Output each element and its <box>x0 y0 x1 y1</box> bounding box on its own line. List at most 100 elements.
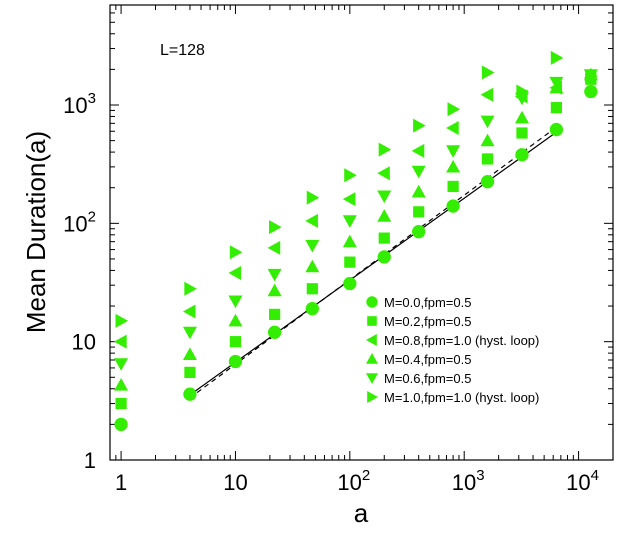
legend-entry: M=0.6,fpm=0.5 <box>366 371 471 386</box>
data-point <box>344 168 357 183</box>
data-point <box>344 256 356 268</box>
data-point <box>480 115 495 129</box>
data-point <box>481 153 494 165</box>
y-axis-title: Mean Duration(a) <box>21 131 51 333</box>
data-point <box>306 190 320 205</box>
data-point <box>446 199 460 213</box>
data-point <box>550 102 563 114</box>
series-triangle-left <box>114 70 597 349</box>
legend: M=0.0,fpm=0.5 M=0.2,fpm=0.5 M=0.8,fpm=1.0 … <box>366 295 539 405</box>
data-point <box>413 206 425 218</box>
data-point <box>229 245 243 260</box>
data-point <box>343 276 357 291</box>
data-point <box>514 110 529 124</box>
x-tick-label: 10 <box>223 470 247 495</box>
legend-entry: M=1.0,fpm=1.0 (hyst. loop) <box>367 390 539 405</box>
series-triangle-up <box>114 67 598 391</box>
data-point <box>549 76 564 90</box>
data-point <box>305 213 318 228</box>
y-tick-label: 102 <box>63 208 96 236</box>
data-point <box>549 122 564 137</box>
data-point <box>481 65 495 80</box>
data-point <box>447 102 461 117</box>
legend-entry: M=0.2,fpm=0.5 <box>367 314 471 329</box>
data-point <box>228 266 242 281</box>
data-point <box>446 145 461 158</box>
data-point <box>378 142 392 157</box>
data-point <box>377 190 392 204</box>
data-point <box>269 308 281 320</box>
y-tick-label: 10 <box>72 330 96 355</box>
series-square <box>115 73 597 410</box>
data-point <box>516 127 528 139</box>
data-point <box>182 304 196 319</box>
data-point <box>267 325 282 339</box>
legend-label: M=0.0,fpm=0.5 <box>384 295 471 310</box>
data-point <box>377 209 392 222</box>
data-point <box>377 166 390 181</box>
data-point <box>412 225 426 239</box>
data-point <box>516 84 529 99</box>
data-point <box>342 215 357 228</box>
data-point <box>342 234 357 248</box>
legend-marker <box>366 353 378 364</box>
data-point <box>446 120 459 135</box>
data-point <box>480 87 494 102</box>
data-point <box>114 417 128 432</box>
data-points <box>114 50 598 432</box>
data-point <box>269 220 282 235</box>
data-point <box>306 283 318 295</box>
legend-marker <box>366 373 378 384</box>
fit-lines <box>189 126 557 399</box>
data-point <box>585 69 598 84</box>
series-circle <box>114 84 598 432</box>
data-point <box>114 378 129 391</box>
x-tick-label: 102 <box>337 467 370 495</box>
data-point <box>515 148 529 162</box>
x-tick-labels: 1 10 102 103 104 <box>115 467 599 495</box>
series-triangle-right <box>115 50 598 328</box>
legend-marker <box>367 391 378 403</box>
data-point <box>411 143 425 158</box>
data-point <box>115 313 129 328</box>
legend-label: M=1.0,fpm=1.0 (hyst. loop) <box>384 390 539 405</box>
x-axis-title: a <box>354 498 369 528</box>
y-tick-label: 103 <box>63 90 96 118</box>
data-point <box>182 347 197 361</box>
data-point <box>184 366 196 378</box>
data-point <box>115 397 127 410</box>
data-point <box>413 118 426 133</box>
data-point <box>267 268 282 282</box>
fit-line-dashed <box>189 126 557 399</box>
data-point <box>228 313 243 327</box>
legend-marker <box>367 316 377 326</box>
plot-frame <box>109 4 614 461</box>
data-point <box>446 159 461 173</box>
legend-entry: M=0.8,fpm=1.0 (hyst. loop) <box>366 333 539 348</box>
data-point <box>447 180 459 193</box>
annotation-label: L=128 <box>160 42 205 59</box>
legend-marker <box>366 296 378 308</box>
data-point <box>305 259 320 273</box>
data-point <box>114 358 129 371</box>
data-point <box>228 295 243 309</box>
data-point <box>228 354 243 369</box>
legend-entry: M=0.0,fpm=0.5 <box>366 295 471 310</box>
data-point <box>377 250 391 264</box>
data-point <box>305 302 319 316</box>
data-point <box>411 165 426 179</box>
data-point <box>114 334 127 349</box>
data-point <box>183 387 197 401</box>
legend-label: M=0.8,fpm=1.0 (hyst. loop) <box>384 333 539 348</box>
data-point <box>480 133 495 147</box>
legend-label: M=0.4,fpm=0.5 <box>384 352 471 367</box>
data-point <box>411 184 426 198</box>
series-triangle-down <box>114 69 598 371</box>
data-point <box>584 84 598 99</box>
data-point <box>480 175 495 189</box>
data-point <box>550 50 564 65</box>
data-point <box>182 326 197 340</box>
axis-ticks <box>109 4 614 461</box>
data-point <box>184 281 197 296</box>
